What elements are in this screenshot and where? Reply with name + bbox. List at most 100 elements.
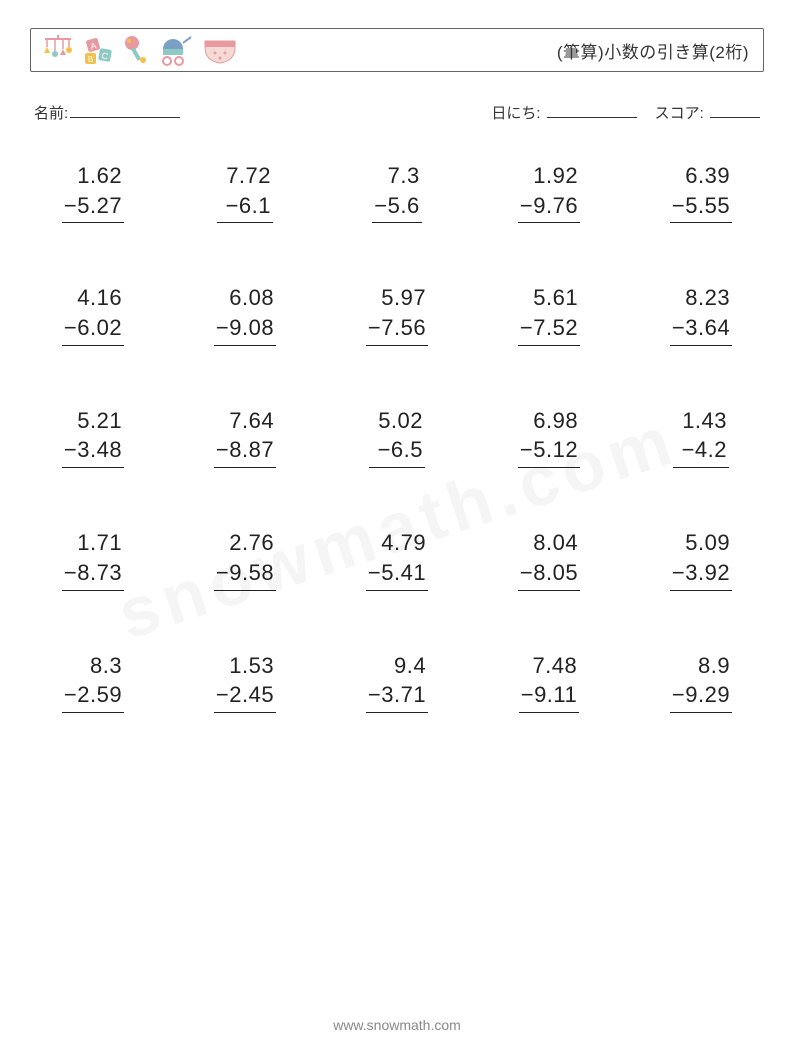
diaper-icon <box>201 33 239 67</box>
minuend: 4.79 <box>366 528 428 558</box>
minuend: 9.4 <box>366 651 428 681</box>
problem: 2.76−9.58 <box>184 528 306 590</box>
problem: 8.23−3.64 <box>640 283 762 345</box>
problem-body: 1.43 −4.2 <box>673 406 729 468</box>
subtrahend: −6.02 <box>62 313 124 346</box>
problem: 6.08−9.08 <box>184 283 306 345</box>
problem: 1.53−2.45 <box>184 651 306 713</box>
problem-body: 2.76−9.58 <box>214 528 276 590</box>
problems-grid: 1.62−5.27 7.72 −6.1 7.3−5.6 1.92−9.76 6.… <box>30 161 764 713</box>
problem-body: 8.3−2.59 <box>62 651 124 713</box>
minuend: 1.62 <box>62 161 124 191</box>
problem: 7.3−5.6 <box>336 161 458 223</box>
problem: 1.43 −4.2 <box>640 406 762 468</box>
problem-body: 1.92−9.76 <box>518 161 580 223</box>
minuend: 8.04 <box>518 528 580 558</box>
minuend: 7.48 <box>519 651 580 681</box>
minuend: 8.3 <box>62 651 124 681</box>
problem: 5.09−3.92 <box>640 528 762 590</box>
worksheet-title: (筆算)小数の引き算(2桁) <box>557 38 749 63</box>
problem-body: 5.02 −6.5 <box>369 406 425 468</box>
problem: 6.39−5.55 <box>640 161 762 223</box>
subtrahend: −9.08 <box>214 313 276 346</box>
problem-body: 4.79−5.41 <box>366 528 428 590</box>
problem: 4.79−5.41 <box>336 528 458 590</box>
problem-body: 5.09−3.92 <box>670 528 732 590</box>
date-blank <box>547 103 637 118</box>
score-label: スコア: <box>655 105 704 122</box>
stroller-icon <box>157 33 195 67</box>
minuend: 7.64 <box>214 406 276 436</box>
problem-body: 8.23−3.64 <box>670 283 732 345</box>
problem-body: 8.04−8.05 <box>518 528 580 590</box>
problem: 7.48−9.11 <box>488 651 610 713</box>
problem: 6.98−5.12 <box>488 406 610 468</box>
score-field: スコア: <box>655 102 760 123</box>
blocks-icon: A C B <box>81 33 115 67</box>
problem-body: 4.16−6.02 <box>62 283 124 345</box>
name-label: 名前: <box>34 102 68 123</box>
problem: 1.92−9.76 <box>488 161 610 223</box>
subtrahend: −5.27 <box>62 191 124 224</box>
problem: 9.4−3.71 <box>336 651 458 713</box>
minuend: 1.92 <box>518 161 580 191</box>
problem-body: 1.71−8.73 <box>62 528 124 590</box>
subtrahend: −5.55 <box>670 191 732 224</box>
score-blank <box>710 103 760 118</box>
subtrahend: −9.11 <box>519 680 580 713</box>
minuend: 6.08 <box>214 283 276 313</box>
problem: 8.04−8.05 <box>488 528 610 590</box>
minuend: 5.09 <box>670 528 732 558</box>
subtrahend: −3.71 <box>366 680 428 713</box>
minuend: 8.9 <box>670 651 732 681</box>
problem-body: 6.39−5.55 <box>670 161 732 223</box>
minuend: 5.21 <box>62 406 124 436</box>
minuend: 1.71 <box>62 528 124 558</box>
problem-body: 5.97−7.56 <box>366 283 428 345</box>
minuend: 2.76 <box>214 528 276 558</box>
minuend: 8.23 <box>670 283 732 313</box>
problem-body: 7.64−8.87 <box>214 406 276 468</box>
problem: 8.9−9.29 <box>640 651 762 713</box>
rattle-icon <box>121 33 151 67</box>
minuend: 6.98 <box>518 406 580 436</box>
subtrahend: −9.29 <box>670 680 732 713</box>
subtrahend: −6.1 <box>217 191 273 224</box>
subtrahend: −5.41 <box>366 558 428 591</box>
subtrahend: −8.73 <box>62 558 124 591</box>
problem-body: 6.08−9.08 <box>214 283 276 345</box>
minuend: 1.43 <box>673 406 729 436</box>
minuend: 7.72 <box>217 161 273 191</box>
subtrahend: −5.12 <box>518 435 580 468</box>
minuend: 5.61 <box>518 283 580 313</box>
minuend: 6.39 <box>670 161 732 191</box>
problem: 5.02 −6.5 <box>336 406 458 468</box>
subtrahend: −8.05 <box>518 558 580 591</box>
subtrahend: −8.87 <box>214 435 276 468</box>
subtrahend: −3.64 <box>670 313 732 346</box>
subtrahend: −5.6 <box>372 191 421 224</box>
problem-body: 6.98−5.12 <box>518 406 580 468</box>
header-icons: A C B <box>41 33 239 67</box>
problem: 1.71−8.73 <box>32 528 154 590</box>
subtrahend: −2.45 <box>214 680 276 713</box>
problem-body: 7.48−9.11 <box>519 651 580 713</box>
problem-body: 1.53−2.45 <box>214 651 276 713</box>
subtrahend: −7.52 <box>518 313 580 346</box>
problem: 5.97−7.56 <box>336 283 458 345</box>
minuend: 5.02 <box>369 406 425 436</box>
problem-body: 1.62−5.27 <box>62 161 124 223</box>
problem-body: 7.72 −6.1 <box>217 161 273 223</box>
subtrahend: −3.92 <box>670 558 732 591</box>
subtrahend: −9.76 <box>518 191 580 224</box>
minuend: 1.53 <box>214 651 276 681</box>
subtrahend: −7.56 <box>366 313 428 346</box>
problem-body: 5.21−3.48 <box>62 406 124 468</box>
problem: 5.61−7.52 <box>488 283 610 345</box>
subtrahend: −4.2 <box>673 435 729 468</box>
subtrahend: −3.48 <box>62 435 124 468</box>
problem: 8.3−2.59 <box>32 651 154 713</box>
name-field: 名前: <box>34 102 180 123</box>
date-label: 日にち: <box>491 105 540 122</box>
worksheet-page: snowmath.com A <box>0 0 794 1053</box>
